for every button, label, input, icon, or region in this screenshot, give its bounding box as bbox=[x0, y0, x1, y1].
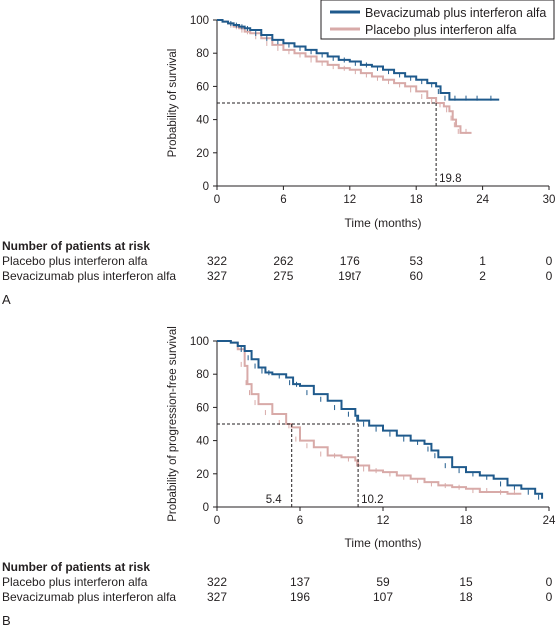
risk-table-cell: 322 bbox=[207, 254, 227, 268]
panel-a-letter: A bbox=[2, 292, 11, 307]
risk-table-cell: 327 bbox=[207, 269, 227, 283]
risk-table-cell: 275 bbox=[273, 269, 293, 283]
y-tick-label: 60 bbox=[196, 81, 209, 93]
risk-table-cell: 15 bbox=[459, 575, 473, 589]
median-label: 10.2 bbox=[361, 494, 383, 506]
y-tick-label: 60 bbox=[196, 402, 209, 414]
y-tick-label: 100 bbox=[190, 15, 209, 27]
panel-b-ylabel: Probability of progression-free survival bbox=[167, 326, 179, 522]
panel-b-letter: B bbox=[2, 613, 11, 628]
risk-table-cell: 327 bbox=[207, 590, 227, 604]
risk-table-cell: 322 bbox=[207, 575, 227, 589]
panel-b-xlabel: Time (months) bbox=[345, 536, 422, 550]
x-tick-label: 18 bbox=[460, 515, 473, 527]
x-tick-label: 12 bbox=[343, 194, 356, 206]
x-tick-label: 6 bbox=[297, 515, 303, 527]
y-tick-label: 20 bbox=[196, 469, 209, 481]
x-tick-label: 24 bbox=[543, 515, 556, 527]
risk-table-cell: 53 bbox=[410, 254, 424, 268]
risk-row-label: Bevacizumab plus interferon alfa bbox=[2, 269, 176, 283]
y-tick-label: 100 bbox=[190, 336, 209, 348]
legend: Bevacizumab plus interferon alfa Placebo… bbox=[320, 0, 555, 40]
y-tick-label: 0 bbox=[203, 181, 209, 193]
x-tick-label: 0 bbox=[214, 515, 220, 527]
risk-table-cell: 0 bbox=[546, 575, 553, 589]
risk-table-b-title: Number of patients at risk bbox=[2, 560, 150, 574]
median-label: 19.8 bbox=[439, 173, 461, 185]
panel-a-xlabel: Time (months) bbox=[345, 216, 422, 230]
risk-row-label: Placebo plus interferon alfa bbox=[2, 575, 148, 589]
risk-table-a-values: 322 262 176 53 1 0 327 275 19t7 60 2 0 bbox=[207, 254, 553, 283]
risk-table-cell: 1 bbox=[479, 254, 486, 268]
risk-table-b-values: 322 137 59 15 0 327 196 107 18 0 bbox=[207, 575, 553, 604]
y-tick-label: 0 bbox=[203, 502, 209, 514]
x-tick-label: 24 bbox=[476, 194, 489, 206]
risk-table-cell: 18 bbox=[459, 590, 473, 604]
series-line-placebo bbox=[217, 340, 522, 495]
risk-row-label: Placebo plus interferon alfa bbox=[2, 254, 148, 268]
risk-table-cell: 59 bbox=[376, 575, 390, 589]
panel-a-ylabel: Probability of survival bbox=[167, 49, 179, 158]
x-tick-label: 18 bbox=[410, 194, 423, 206]
x-tick-label: 6 bbox=[280, 194, 286, 206]
risk-table-cell: 60 bbox=[410, 269, 424, 283]
risk-table-cell: 262 bbox=[273, 254, 293, 268]
y-tick-label: 20 bbox=[196, 148, 209, 160]
y-tick-label: 40 bbox=[196, 115, 209, 127]
legend-label-bevacizumab: Bevacizumab plus interferon alfa bbox=[365, 6, 546, 20]
y-tick-label: 40 bbox=[196, 436, 209, 448]
risk-table-cell: 137 bbox=[290, 575, 310, 589]
y-tick-label: 80 bbox=[196, 369, 209, 381]
x-tick-label: 12 bbox=[377, 515, 390, 527]
risk-table-cell: 196 bbox=[290, 590, 310, 604]
x-tick-label: 30 bbox=[543, 194, 556, 206]
median-label: 5.4 bbox=[266, 494, 283, 506]
risk-table-cell: 0 bbox=[546, 590, 553, 604]
risk-table-cell: 0 bbox=[546, 269, 553, 283]
risk-table-cell: 19t7 bbox=[338, 269, 362, 283]
risk-table-cell: 107 bbox=[373, 590, 393, 604]
risk-row-label: Bevacizumab plus interferon alfa bbox=[2, 590, 176, 604]
series-line-bevacizumab bbox=[217, 340, 544, 499]
legend-label-placebo: Placebo plus interferon alfa bbox=[365, 23, 517, 37]
y-tick-label: 80 bbox=[196, 48, 209, 60]
risk-table-cell: 176 bbox=[340, 254, 360, 268]
panel-b-chart: 0 20 40 60 80 100 0 6 12 18 24 5.4 10.2 bbox=[190, 336, 556, 527]
panel-a-chart: 0 20 40 60 80 100 0 6 12 18 24 30 19.8 bbox=[190, 15, 556, 206]
risk-table-a-title: Number of patients at risk bbox=[2, 239, 150, 253]
series-line-bevacizumab bbox=[217, 19, 500, 101]
risk-table-cell: 0 bbox=[546, 254, 553, 268]
risk-table-cell: 2 bbox=[479, 269, 486, 283]
x-tick-label: 0 bbox=[214, 194, 220, 206]
